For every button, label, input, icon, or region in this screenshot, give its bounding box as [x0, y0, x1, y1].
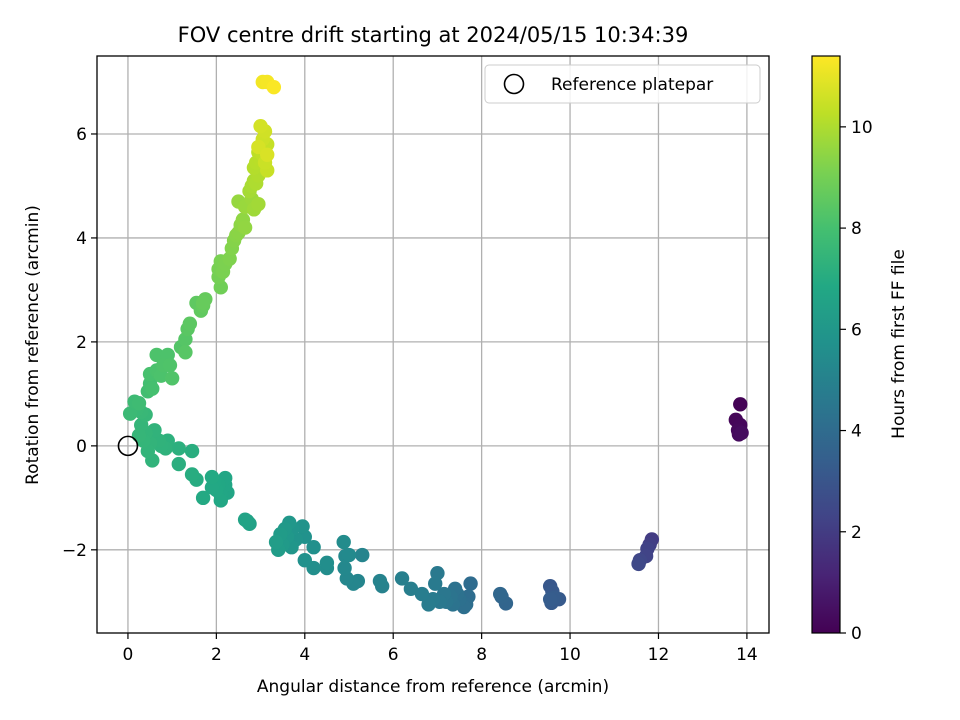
y-axis-label: Rotation from reference (arcmin) [23, 205, 43, 485]
data-point [237, 512, 253, 527]
data-point [341, 547, 357, 563]
legend: Reference platepar [484, 64, 761, 104]
plot-frame [96, 55, 770, 634]
x-tick-label: 8 [476, 645, 487, 665]
x-tick-label: 14 [736, 645, 758, 665]
data-point [268, 534, 284, 550]
colorbar-ticks: 0 2 4 6 8 10 [840, 118, 873, 644]
grid-lines [97, 56, 769, 633]
data-point [403, 581, 419, 597]
data-point [251, 196, 266, 212]
data-point [195, 490, 211, 506]
x-tick-label: 6 [388, 645, 399, 665]
colorbar-tick-label: 6 [851, 320, 862, 340]
y-tick-label: 0 [76, 437, 87, 457]
chart-title: FOV centre drift starting at 2024/05/15 … [178, 23, 689, 47]
colorbar-gradient [811, 55, 841, 634]
data-point [421, 597, 436, 612]
y-tick-label: 6 [76, 125, 87, 145]
data-point [266, 79, 282, 95]
data-point [122, 406, 138, 421]
y-tick-label: −2 [62, 541, 87, 561]
data-point [631, 556, 646, 572]
legend-box [484, 64, 761, 104]
scatter-points [122, 74, 749, 615]
colorbar-label: Hours from first FF file [889, 249, 909, 439]
data-point [428, 576, 443, 591]
legend-label-reference-platepar: Reference platepar [551, 75, 713, 95]
colorbar: 0 2 4 6 8 10 Hours from first FF file [811, 55, 909, 644]
y-axis: −2 0 2 4 6 [62, 125, 97, 561]
data-point [297, 553, 312, 568]
colorbar-tick-label: 10 [851, 118, 873, 138]
data-point [171, 456, 186, 472]
data-point [336, 534, 351, 550]
data-point [204, 480, 220, 495]
data-point [171, 441, 186, 456]
data-point [237, 220, 253, 235]
y-tick-label: 2 [76, 333, 87, 353]
data-point [319, 555, 335, 571]
data-point [184, 443, 200, 459]
x-tick-label: 12 [648, 645, 670, 665]
legend-marker-reference-platepar [503, 73, 525, 95]
data-point [414, 586, 430, 602]
colorbar-tick-label: 2 [851, 523, 862, 543]
x-tick-label: 2 [211, 645, 222, 665]
data-point [204, 469, 220, 485]
data-point [178, 345, 193, 360]
data-point [253, 118, 268, 134]
x-axis: 0 2 4 6 8 10 12 14 [123, 633, 758, 665]
x-tick-label: 10 [559, 645, 581, 665]
data-point [355, 547, 370, 563]
colorbar-tick-label: 4 [851, 422, 862, 442]
data-point [337, 560, 352, 576]
data-point [195, 295, 211, 311]
data-point [260, 147, 275, 162]
data-point [372, 573, 388, 589]
data-point [145, 381, 160, 396]
data-point [493, 586, 508, 602]
colorbar-tick-label: 0 [851, 624, 862, 644]
x-tick-label: 0 [123, 645, 134, 665]
x-axis-label: Angular distance from reference (arcmin) [257, 677, 609, 697]
data-point [463, 576, 478, 591]
data-point [149, 347, 164, 363]
data-point [131, 396, 147, 411]
data-point [182, 316, 198, 331]
data-point [542, 592, 558, 607]
x-tick-label: 4 [299, 645, 310, 665]
data-point [162, 358, 178, 373]
data-point [734, 425, 749, 441]
colorbar-tick-label: 8 [851, 219, 862, 239]
data-point [733, 397, 748, 412]
data-point [131, 428, 147, 443]
reference-platepar-marker [117, 435, 139, 457]
data-point [164, 371, 180, 386]
data-point [184, 467, 200, 482]
data-point [394, 571, 410, 586]
data-point [306, 540, 321, 555]
y-tick-label: 4 [76, 229, 87, 249]
